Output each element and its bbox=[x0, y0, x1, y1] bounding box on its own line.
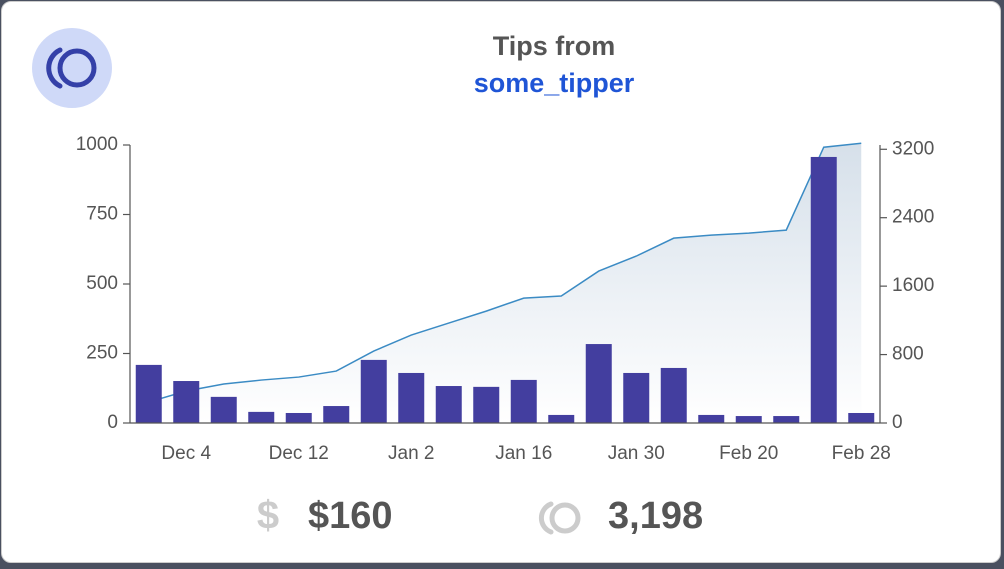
x-tick-label: Feb 20 bbox=[719, 443, 778, 464]
bar bbox=[435, 386, 462, 423]
y2-tick-label: 3200 bbox=[892, 138, 934, 159]
stat-value: 3,198 bbox=[608, 495, 703, 537]
dollar-icon: $ bbox=[257, 494, 279, 538]
y-tick-label: 1000 bbox=[76, 134, 118, 155]
line bbox=[148, 142, 862, 403]
bar bbox=[285, 412, 312, 423]
area bbox=[148, 143, 862, 423]
x-tick-label: Jan 2 bbox=[388, 443, 434, 464]
logo bbox=[32, 28, 112, 108]
bar bbox=[510, 379, 537, 423]
bar bbox=[698, 414, 725, 423]
x-tick-label: Dec 12 bbox=[269, 443, 329, 464]
bar bbox=[773, 416, 800, 423]
bar bbox=[623, 372, 650, 423]
title: Tips from bbox=[493, 31, 616, 61]
bar bbox=[173, 381, 200, 423]
y2-tick-label: 800 bbox=[892, 344, 924, 365]
bar bbox=[248, 411, 275, 423]
y2-tick-label: 2400 bbox=[892, 207, 934, 228]
coin-icon bbox=[549, 502, 581, 534]
bar bbox=[360, 359, 387, 423]
y-tick-label: 250 bbox=[86, 343, 118, 364]
user-link[interactable]: some_tipper bbox=[474, 68, 635, 98]
bar bbox=[660, 367, 687, 423]
x-tick-label: Dec 4 bbox=[161, 443, 211, 464]
y-tick-label: 0 bbox=[107, 412, 118, 433]
y-tick-label: 500 bbox=[86, 273, 118, 294]
stat-value: $160 bbox=[308, 495, 393, 537]
bar bbox=[473, 386, 500, 423]
bar bbox=[548, 414, 575, 423]
bar bbox=[398, 372, 425, 423]
x-tick-label: Jan 30 bbox=[608, 443, 665, 464]
stat-dollar: $ $160 bbox=[257, 494, 393, 538]
bar bbox=[210, 396, 237, 423]
bar bbox=[323, 406, 350, 423]
bar bbox=[585, 344, 612, 423]
x-tick-label: Jan 16 bbox=[495, 443, 552, 464]
y-tick-label: 750 bbox=[86, 204, 118, 225]
bar bbox=[810, 156, 837, 424]
bar bbox=[735, 416, 762, 423]
bar bbox=[848, 412, 875, 423]
y2-tick-label: 0 bbox=[892, 412, 903, 433]
y2-tick-label: 1600 bbox=[892, 275, 934, 296]
stat-coins: 3,198 bbox=[538, 495, 703, 537]
bar bbox=[135, 364, 162, 423]
x-tick-label: Feb 28 bbox=[832, 443, 891, 464]
